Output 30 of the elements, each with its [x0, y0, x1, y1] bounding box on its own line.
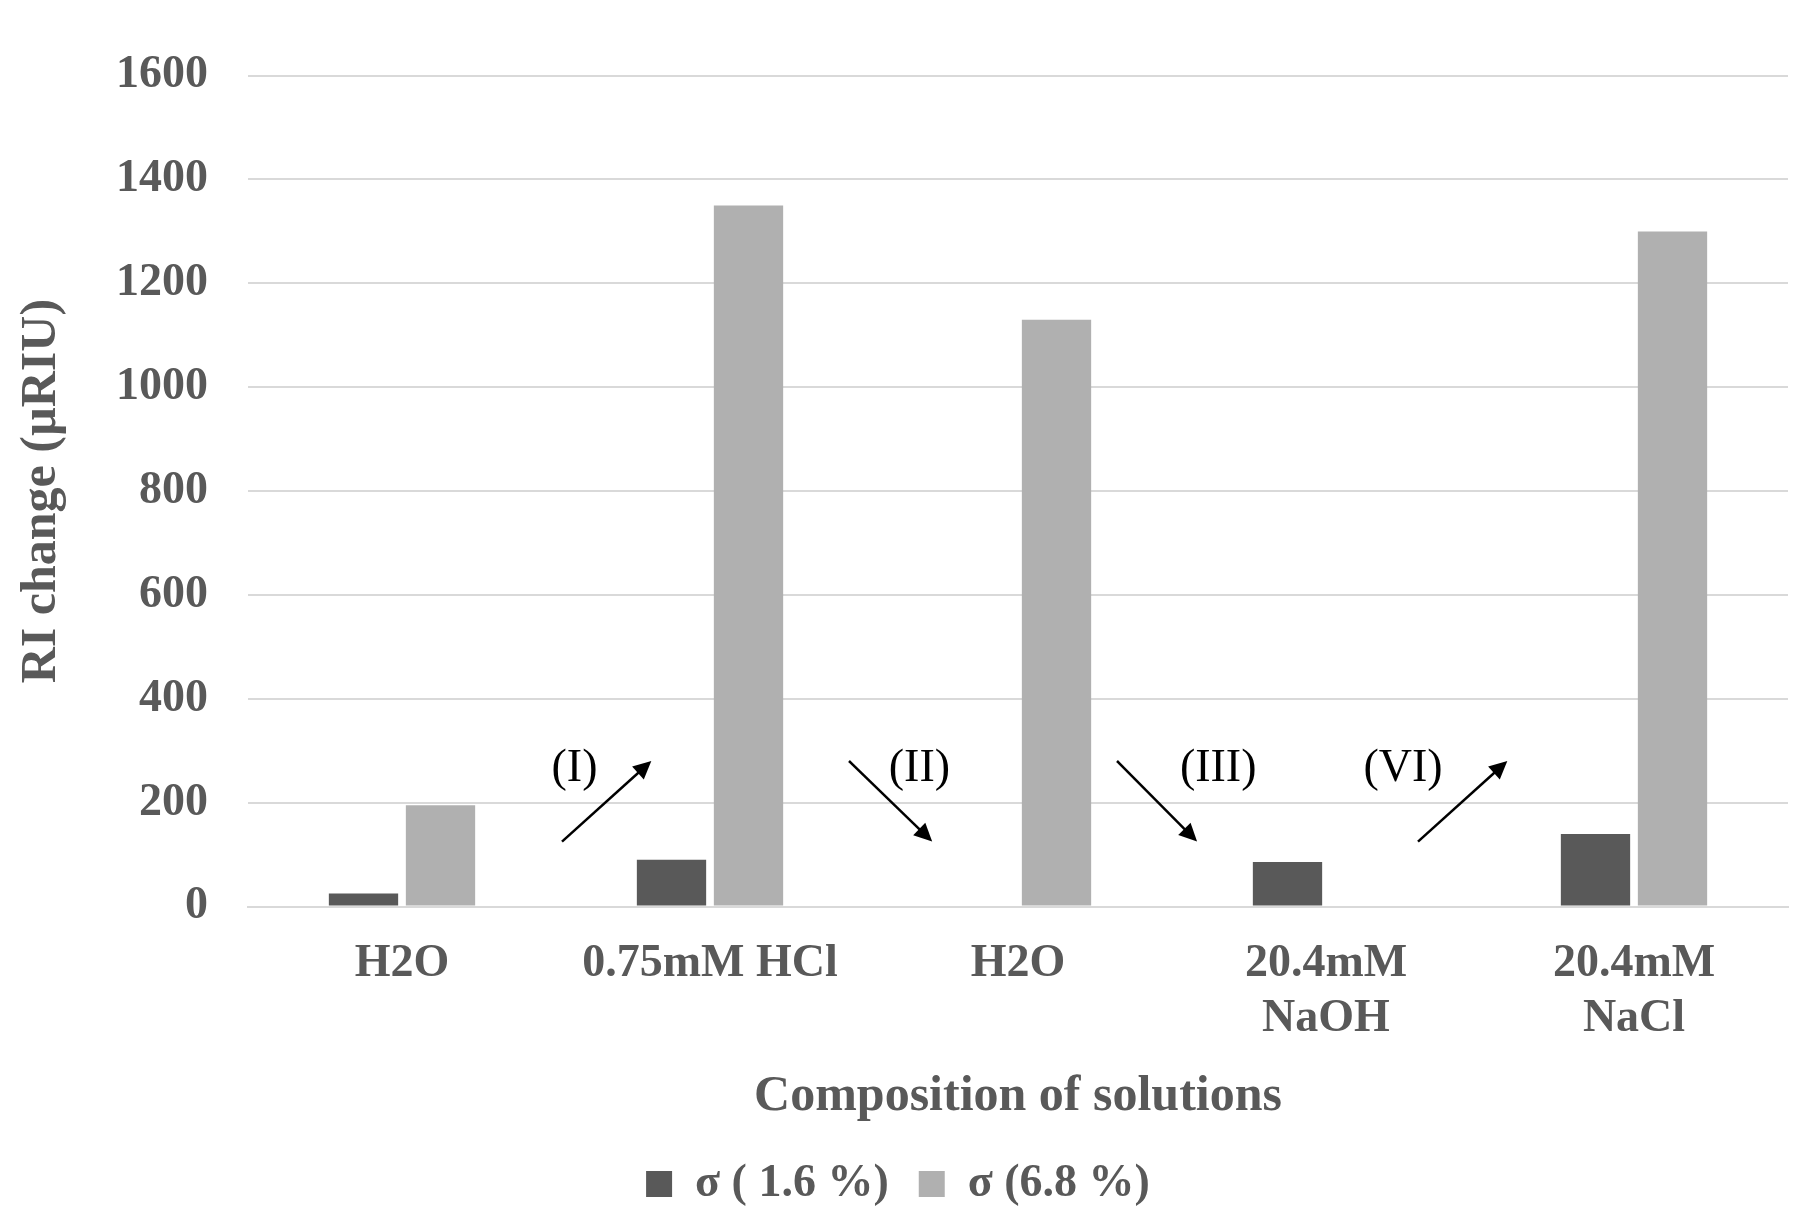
- x-axis-title: Composition of solutions: [754, 1064, 1282, 1121]
- bar: [713, 205, 784, 906]
- bar: [1560, 833, 1631, 906]
- x-tick-label: 0.75mM HCl: [582, 935, 838, 987]
- bar: [405, 805, 476, 906]
- legend-label: σ (6.8 %): [967, 1154, 1150, 1206]
- bar: [328, 893, 399, 906]
- y-tick-label: 1200: [116, 254, 208, 306]
- y-tick-label: 1400: [116, 150, 208, 202]
- y-tick-label: 200: [139, 773, 208, 825]
- y-tick-label: 800: [139, 461, 208, 513]
- annotation: (II): [888, 739, 951, 791]
- x-tick-label: 20.4mM NaOH: [1244, 935, 1408, 1042]
- legend-label: σ ( 1.6 %): [695, 1154, 889, 1206]
- annotation: (VI): [1363, 739, 1443, 791]
- y-tick-label: 1000: [116, 358, 208, 410]
- annotation: (I): [551, 739, 598, 791]
- bar: [1637, 231, 1708, 906]
- bar: [1252, 861, 1323, 906]
- x-tick-label: H2O: [354, 935, 450, 987]
- y-tick-label: 1600: [116, 46, 208, 98]
- y-tick-label: 600: [139, 565, 208, 617]
- bar: [636, 859, 707, 906]
- annotation: (III): [1179, 739, 1257, 791]
- y-tick-label: 0: [185, 877, 208, 929]
- x-tick-label: 20.4mM NaCl: [1552, 935, 1716, 1042]
- y-axis-title: RI change (µRIU): [9, 298, 66, 684]
- y-tick-label: 400: [139, 669, 208, 721]
- x-tick-label: H2O: [970, 935, 1066, 987]
- bar: [1021, 319, 1092, 906]
